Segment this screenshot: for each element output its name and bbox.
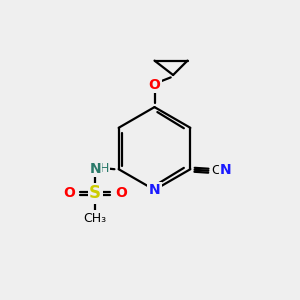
Text: O: O [148, 78, 160, 92]
Text: O: O [115, 186, 127, 200]
Text: H: H [100, 161, 109, 175]
Text: C: C [211, 164, 220, 177]
Text: CH₃: CH₃ [84, 212, 107, 225]
Text: O: O [64, 186, 75, 200]
Text: S: S [89, 184, 101, 202]
Text: N: N [89, 162, 101, 176]
Text: N: N [220, 164, 232, 177]
Text: N: N [149, 184, 160, 197]
